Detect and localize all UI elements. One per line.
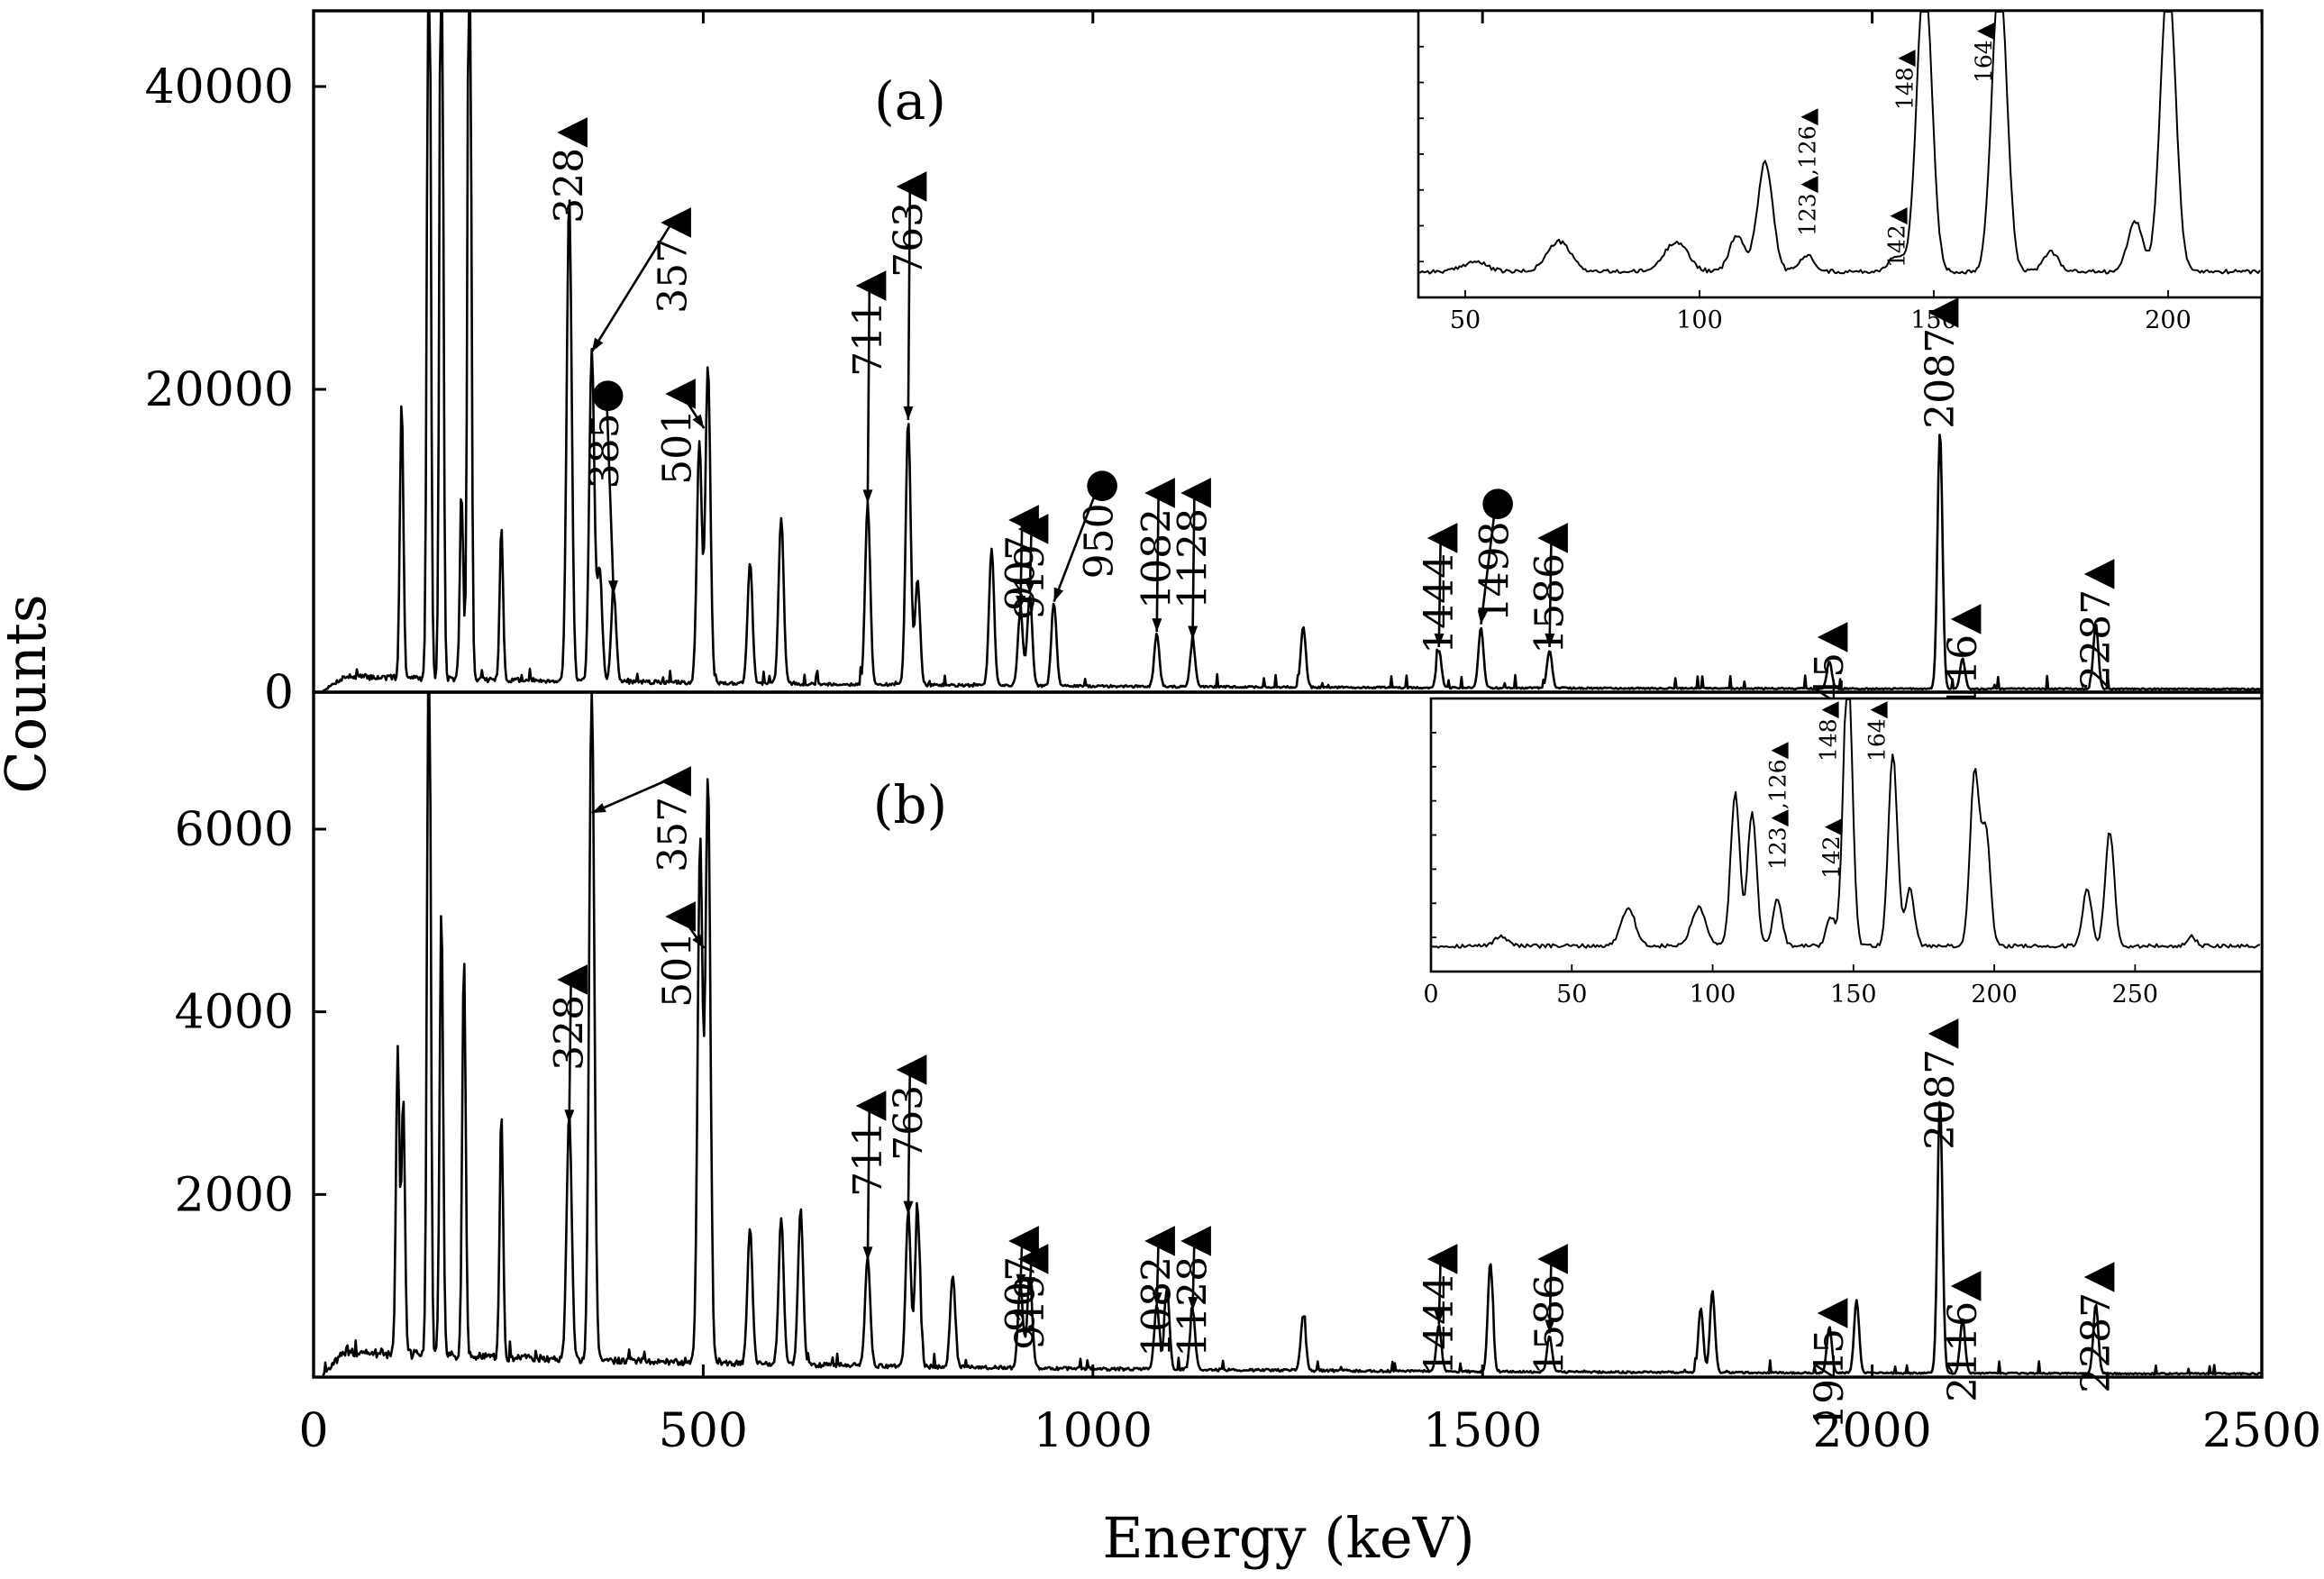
- peak-arrowhead: [1152, 1291, 1162, 1307]
- peak-label: 2087▲: [1918, 1018, 1964, 1150]
- peak-arrowhead: [862, 489, 873, 504]
- peak-arrow: [590, 217, 676, 353]
- peak-label: 385●: [582, 379, 628, 488]
- y-axis-title: Counts: [0, 594, 59, 793]
- peak-label: 357▲: [651, 207, 697, 314]
- y-tick-label: 0: [264, 666, 294, 720]
- inset-spectrum-line: [1417, 11, 2261, 275]
- peak-arrowhead: [1016, 595, 1026, 609]
- inset-peak-label: 148▲: [1816, 700, 1842, 762]
- inset-peak-label: 142▲: [1818, 817, 1845, 879]
- peak-arrowhead: [1152, 618, 1162, 633]
- inset-frame: [1417, 9, 2264, 299]
- inset-x-tick-label: 50: [1450, 306, 1481, 334]
- peak-arrowhead: [607, 580, 618, 595]
- x-tick-label: 2000: [1812, 1404, 1931, 1458]
- inset-x-tick-label: 200: [1971, 981, 2018, 1009]
- inset: 0 50 100 150 200 250 123▲,126▲ 142▲ 148▲ 164▲: [1423, 697, 2264, 1009]
- x-tick-label: 2500: [2202, 1404, 2321, 1458]
- x-axis-title: Energy (keV): [1102, 1505, 1474, 1571]
- x-tick-label: 1500: [1423, 1404, 1542, 1458]
- peak-arrow: [866, 280, 871, 504]
- peak-arrowhead: [1188, 1296, 1198, 1311]
- peak-arrow: [866, 1100, 871, 1261]
- peak-arrowhead: [1053, 587, 1064, 602]
- inset-x-tick-label: 100: [1676, 306, 1723, 334]
- x-tick-label: 500: [659, 1404, 748, 1458]
- peak-arrowhead: [1434, 633, 1445, 647]
- peak-arrowhead: [564, 1109, 575, 1124]
- peak-arrow: [1019, 515, 1024, 610]
- panel-b: 200040006000(b)328▲357▲501▲711▲763▲907▲9…: [175, 690, 2264, 1429]
- inset-x-tick-label: 100: [1690, 981, 1736, 1009]
- inset-peak-label: 123▲,126▲: [1764, 741, 1791, 870]
- peak-arrowhead: [1477, 610, 1488, 625]
- peak-label: 357▲: [651, 766, 697, 872]
- peak-label: 2287▲: [2073, 1262, 2119, 1393]
- peak-arrow: [907, 181, 912, 421]
- inset-peak-label: 164▲: [1971, 22, 1997, 83]
- peak-arrow: [1191, 488, 1196, 640]
- y-tick-label: 20000: [145, 363, 294, 417]
- peak-arrow: [1548, 533, 1553, 648]
- peak-arrowhead: [903, 1200, 914, 1215]
- y-tick-label: 6000: [175, 803, 294, 857]
- inset-x-tick-label: 200: [2145, 306, 2192, 334]
- peak-arrow: [591, 775, 676, 815]
- peak-arrow: [1437, 533, 1443, 648]
- peak-label: 2287▲: [2073, 559, 2119, 690]
- inset-x-tick-label: 50: [1556, 981, 1587, 1009]
- inset-x-tick-label: 150: [1830, 981, 1877, 1009]
- peak-arrowhead: [1545, 633, 1555, 647]
- peak-arrowhead: [1434, 1310, 1445, 1325]
- peak-arrowhead: [1016, 1273, 1026, 1288]
- y-tick-label: 40000: [145, 60, 294, 114]
- peak-arrowhead: [591, 337, 604, 352]
- peak-label: 2087▲: [1918, 297, 1964, 429]
- peak-label: 501▲: [654, 379, 700, 485]
- x-tick-label: 1000: [1034, 1404, 1153, 1458]
- peak-arrowhead: [1545, 1319, 1555, 1334]
- peak-arrowhead: [692, 414, 705, 429]
- inset-x-tick-label: 250: [2112, 981, 2159, 1009]
- peak-arrow: [1480, 497, 1498, 625]
- inset-spectrum-line: [1430, 698, 2261, 949]
- spectrum-line: [322, 690, 2262, 1376]
- peak-arrowhead: [591, 802, 606, 813]
- peak-label: 2116▲: [1940, 1271, 1986, 1402]
- panel-label: (b): [873, 774, 947, 835]
- inset-peak-label: 142▲: [1883, 206, 1909, 268]
- peak-label: 501▲: [654, 901, 700, 1008]
- peak-arrowhead: [1188, 625, 1198, 640]
- peak-label: 1945▲: [1807, 1298, 1853, 1429]
- shared-axes: Counts Energy (keV) 0 500 1000 1500 2000 2500: [0, 11, 2321, 1571]
- peak-arrow: [1053, 479, 1102, 603]
- inset-peak-label: 164▲: [1864, 700, 1891, 762]
- y-tick-label: 4000: [175, 986, 294, 1040]
- peak-arrow: [568, 974, 572, 1124]
- plot-frame: [312, 690, 2264, 1379]
- peak-arrowhead: [903, 406, 914, 420]
- x-tick-label: 0: [298, 1404, 328, 1458]
- peak-arrow: [907, 1064, 912, 1215]
- peak-arrowhead: [862, 1246, 873, 1261]
- panel-label: (a): [874, 70, 946, 132]
- peak-label: 328▲: [547, 117, 593, 224]
- peak-arrow: [605, 388, 615, 595]
- peak-arrowhead: [1025, 580, 1035, 595]
- peak-arrow: [1155, 488, 1161, 633]
- inset: 50 100 150 200 123▲,126▲ 142▲ 148▲ 164▲: [1417, 9, 2264, 334]
- inset-peak-label: 123▲,126▲: [1795, 107, 1821, 236]
- peak-arrowhead: [1025, 1276, 1035, 1291]
- y-tick-label: 2000: [175, 1168, 294, 1222]
- inset-frame: [1429, 697, 2264, 973]
- spectrum-line: [322, 9, 2262, 692]
- inset-x-tick-label: 0: [1423, 981, 1438, 1009]
- peak-arrowhead: [692, 934, 705, 948]
- inset-peak-label: 148▲: [1892, 49, 1918, 110]
- inset-x-tick-label: 150: [1910, 306, 1957, 334]
